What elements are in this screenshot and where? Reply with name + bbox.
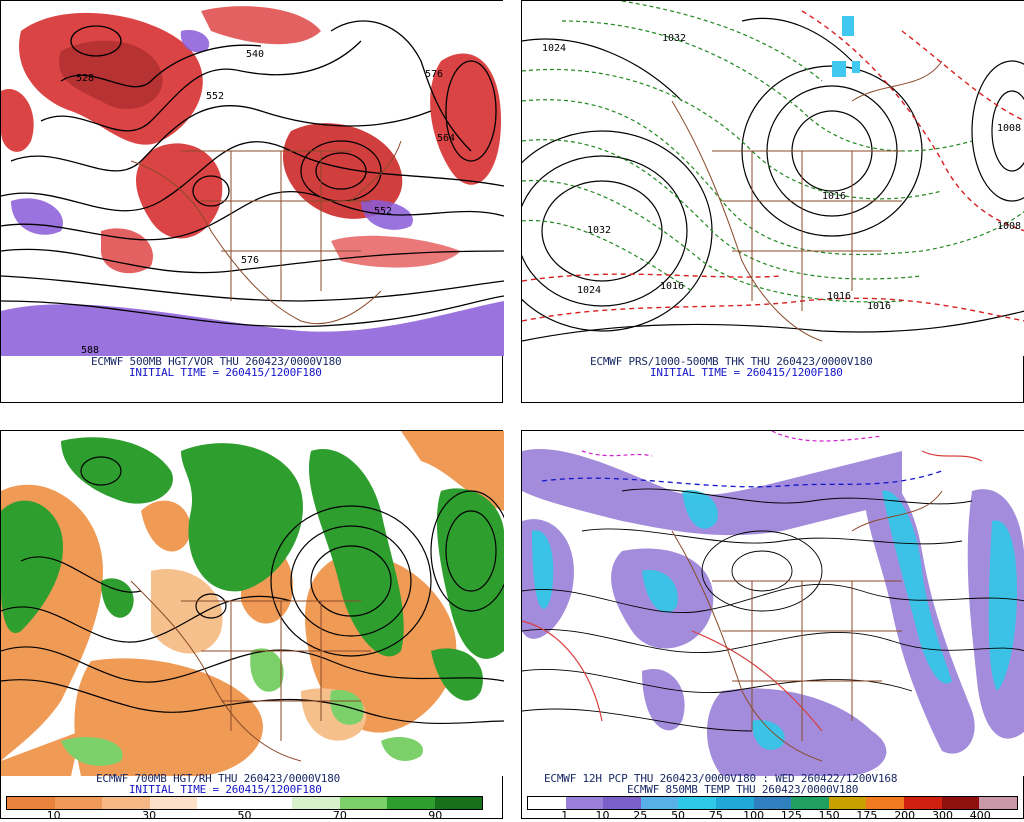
colorbar-swatch xyxy=(603,797,641,809)
colorbar-swatch xyxy=(54,797,102,809)
colorbar-swatch xyxy=(941,797,980,809)
pcp-colorbar-ticks: 1 10 25 50 75 100 125 150 175 200 300 400 xyxy=(527,809,1018,822)
contour-label: 552 xyxy=(374,206,392,217)
contour-label: 1008 xyxy=(997,123,1021,134)
panel-caption: ECMWF 500MB HGT/VOR THU 260423/0000V180 xyxy=(91,355,342,368)
colorbar-swatch xyxy=(828,797,867,809)
colorbar-tick-label: 400 xyxy=(969,809,991,822)
colorbar-swatch xyxy=(716,797,754,809)
contour-label: 576 xyxy=(241,255,259,266)
colorbar-tick-label: 50 xyxy=(237,809,252,822)
colorbar-tick-label: 75 xyxy=(708,809,723,822)
moist-rh-shading xyxy=(1,437,504,701)
continental-outlines xyxy=(671,490,943,762)
colorbar-tick-label: 100 xyxy=(743,809,765,822)
contour-label: 1032 xyxy=(587,225,611,236)
map-pcp xyxy=(522,431,1024,776)
colorbar-swatch xyxy=(753,797,792,809)
colorbar-swatch xyxy=(244,797,292,809)
initial-time-label: INITIAL TIME = 260415/1200F180 xyxy=(129,366,322,379)
warm-temp-line xyxy=(522,450,983,732)
panel-prs-thickness: 1024 1032 1032 1024 1016 1008 1016 1016 … xyxy=(521,0,1024,403)
colorbar-swatch xyxy=(678,797,717,809)
panel-caption: ECMWF PRS/1000-500MB THK THU 260423/0000… xyxy=(590,355,873,368)
colorbar-swatch xyxy=(979,797,1017,809)
contour-label: 528 xyxy=(76,73,94,84)
pcp-colorbar xyxy=(527,796,1018,810)
contour-label: 540 xyxy=(246,49,264,60)
colorbar-swatch xyxy=(866,797,905,809)
colorbar-swatch xyxy=(387,797,435,809)
colorbar-tick-label: 10 xyxy=(46,809,61,822)
snow-marks xyxy=(832,16,860,77)
thickness-contours xyxy=(522,1,1024,303)
colorbar-swatch xyxy=(434,797,482,809)
negative-vorticity-shading xyxy=(1,30,504,356)
colorbar-swatch xyxy=(904,797,942,809)
colorbar-swatch xyxy=(640,797,679,809)
colorbar-swatch xyxy=(7,797,55,809)
colorbar-tick-label: 25 xyxy=(633,809,648,822)
rh-colorbar xyxy=(6,796,483,810)
colorbar-tick-label: 1 xyxy=(561,809,569,822)
freezing-line xyxy=(541,470,943,488)
panel-caption: ECMWF 12H PCP THU 260423/0000V180 : WED … xyxy=(544,772,898,785)
colorbar-swatch xyxy=(197,797,245,809)
colorbar-tick-label: 70 xyxy=(332,809,347,822)
contour-label: 1024 xyxy=(577,285,601,296)
contour-label: 1024 xyxy=(542,43,566,54)
cold-temp-line xyxy=(581,431,883,457)
colorbar-swatch xyxy=(791,797,829,809)
contour-label: 588 xyxy=(81,345,99,356)
continental-outlines xyxy=(130,140,402,325)
contour-label: 1032 xyxy=(662,33,686,44)
colorbar-tick-label: 200 xyxy=(894,809,916,822)
height-contours xyxy=(1,456,504,725)
contour-label: 1016 xyxy=(822,191,846,202)
panel-12h-pcp-850-temp: ECMWF 12H PCP THU 260423/0000V180 : WED … xyxy=(521,430,1024,822)
panel-caption-2: ECMWF 850MB TEMP THU 260423/0000V180 xyxy=(627,783,859,796)
colorbar-tick-label: 50 xyxy=(671,809,686,822)
colorbar-tick-label: 90 xyxy=(428,809,443,822)
continental-outlines xyxy=(130,580,371,762)
colorbar-tick-label: 175 xyxy=(856,809,878,822)
contour-label: 1016 xyxy=(867,301,891,312)
moist-rh-light xyxy=(61,648,423,766)
initial-time-label: INITIAL TIME = 260415/1200F180 xyxy=(129,783,322,796)
contour-label: 576 xyxy=(425,69,443,80)
colorbar-tick-label: 10 xyxy=(595,809,610,822)
colorbar-tick-label: 150 xyxy=(818,809,840,822)
continental-outlines xyxy=(671,60,943,342)
map-prs-thk: 1024 1032 1032 1024 1016 1008 1016 1016 … xyxy=(522,1,1024,356)
colorbar-tick-label: 125 xyxy=(780,809,802,822)
contour-labels: 528 552 576 540 564 576 588 552 xyxy=(76,49,455,356)
contour-labels: 1024 1032 1032 1024 1016 1008 1016 1016 … xyxy=(542,33,1021,312)
map-500mb: 528 552 576 540 564 576 588 552 xyxy=(1,1,504,356)
temp-contours xyxy=(522,488,1024,732)
colorbar-swatch xyxy=(565,797,604,809)
colorbar-tick-label: 300 xyxy=(931,809,953,822)
map-700mb xyxy=(1,431,504,776)
contour-label: 552 xyxy=(206,91,224,102)
colorbar-swatch xyxy=(528,797,566,809)
panel-caption: ECMWF 700MB HGT/RH THU 260423/0000V180 xyxy=(96,772,341,785)
colorbar-swatch xyxy=(339,797,387,809)
colorbar-swatch xyxy=(149,797,197,809)
colorbar-swatch xyxy=(102,797,150,809)
panel-500mb-hgt-vor: 528 552 576 540 564 576 588 552 ECMWF 50… xyxy=(0,0,504,403)
rh-colorbar-ticks: 10 30 50 70 90 xyxy=(6,809,483,822)
contour-label: 564 xyxy=(437,133,455,144)
contour-label: 1008 xyxy=(997,221,1021,232)
panel-700mb-hgt-rh: ECMWF 700MB HGT/RH THU 260423/0000V180 I… xyxy=(0,430,504,822)
contour-label: 1016 xyxy=(660,281,684,292)
vorticity-shading xyxy=(1,6,501,274)
colorbar-swatch xyxy=(292,797,340,809)
contour-label: 1016 xyxy=(827,291,851,302)
colorbar-tick-label: 30 xyxy=(142,809,157,822)
initial-time-label: INITIAL TIME = 260415/1200F180 xyxy=(650,366,843,379)
